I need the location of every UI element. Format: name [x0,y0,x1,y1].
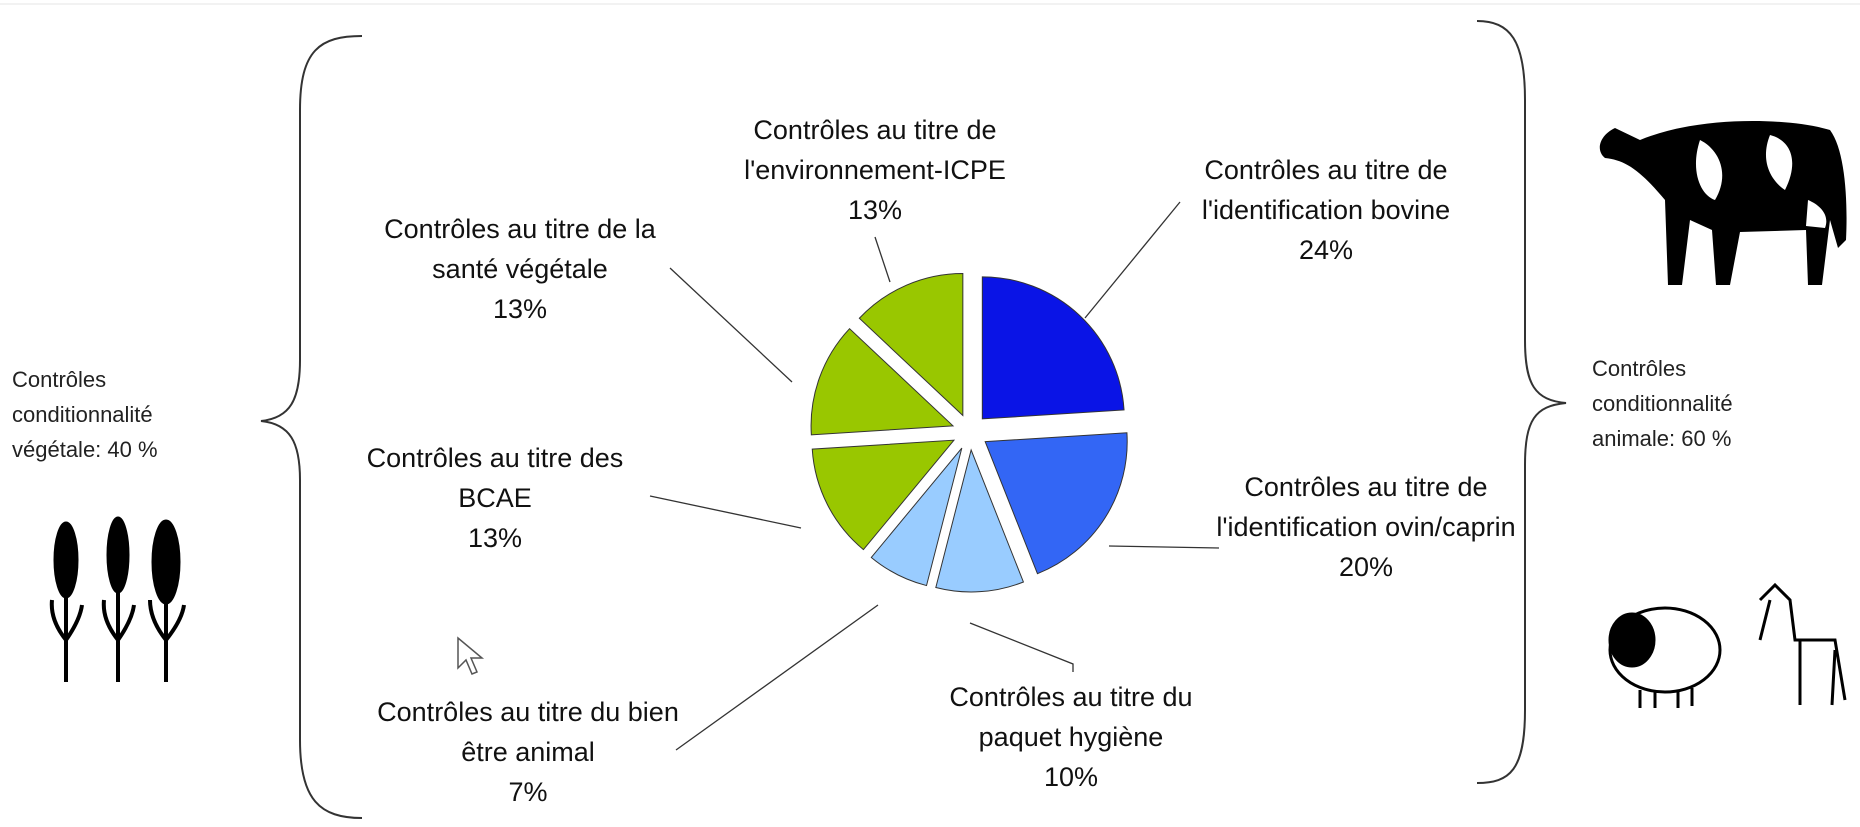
wheat-icon [52,517,184,682]
cow-icon [1600,121,1847,285]
slice-value-label: 13% [468,523,522,553]
leader-line [650,496,801,528]
slice-name: Contrôles au titre de l'environnement-IC… [744,115,1006,185]
slice-label: Contrôles au titre des BCAE 13% [335,438,655,558]
leader-line [970,623,1073,672]
pie-slice [982,277,1124,419]
annotation: Contrôles conditionnalité végétale: 40 % [12,362,192,467]
slice-name: Contrôles au titre des BCAE [367,443,624,513]
leader-line [1109,546,1219,548]
slice-label: Contrôles au titre de l'environnement-IC… [710,110,1040,230]
slice-value-label: 10% [1044,762,1098,792]
slice-label: Contrôles au titre de l'identification o… [1216,467,1516,587]
slice-value-label: 7% [508,777,547,807]
right-brace [1477,21,1566,783]
slice-label: Contrôles au titre de l'identification b… [1161,150,1491,270]
slice-value-label: 20% [1339,552,1393,582]
slice-value-label: 24% [1299,235,1353,265]
slice-name: Contrôles au titre du bien être animal [377,697,679,767]
slice-value-label: 13% [848,195,902,225]
slice-name: Contrôles au titre de l'identification b… [1202,155,1450,225]
slice-label: Contrôles au titre de la santé végétale 1… [360,209,680,329]
leader-line [676,605,878,750]
slice-name: Contrôles au titre de la santé végétale [384,214,656,284]
slice-name: Contrôles au titre du paquet hygiène [949,682,1192,752]
left-brace [261,36,362,818]
annotation: Contrôles conditionnalité animale: 60 % [1592,351,1772,456]
slice-label: Contrôles au titre du bien être animal 7% [368,692,688,812]
slice-label: Contrôles au titre du paquet hygiène 10% [911,677,1231,797]
mouse-cursor [458,638,482,674]
page: Contrôles conditionnalité végétale: 40 %… [0,0,1860,827]
slice-name: Contrôles au titre de l'identification o… [1216,472,1515,542]
leader-line [670,268,792,382]
slice-value-label: 13% [493,294,547,324]
sheep-goat-icon [1610,585,1845,708]
leader-line [875,237,890,282]
